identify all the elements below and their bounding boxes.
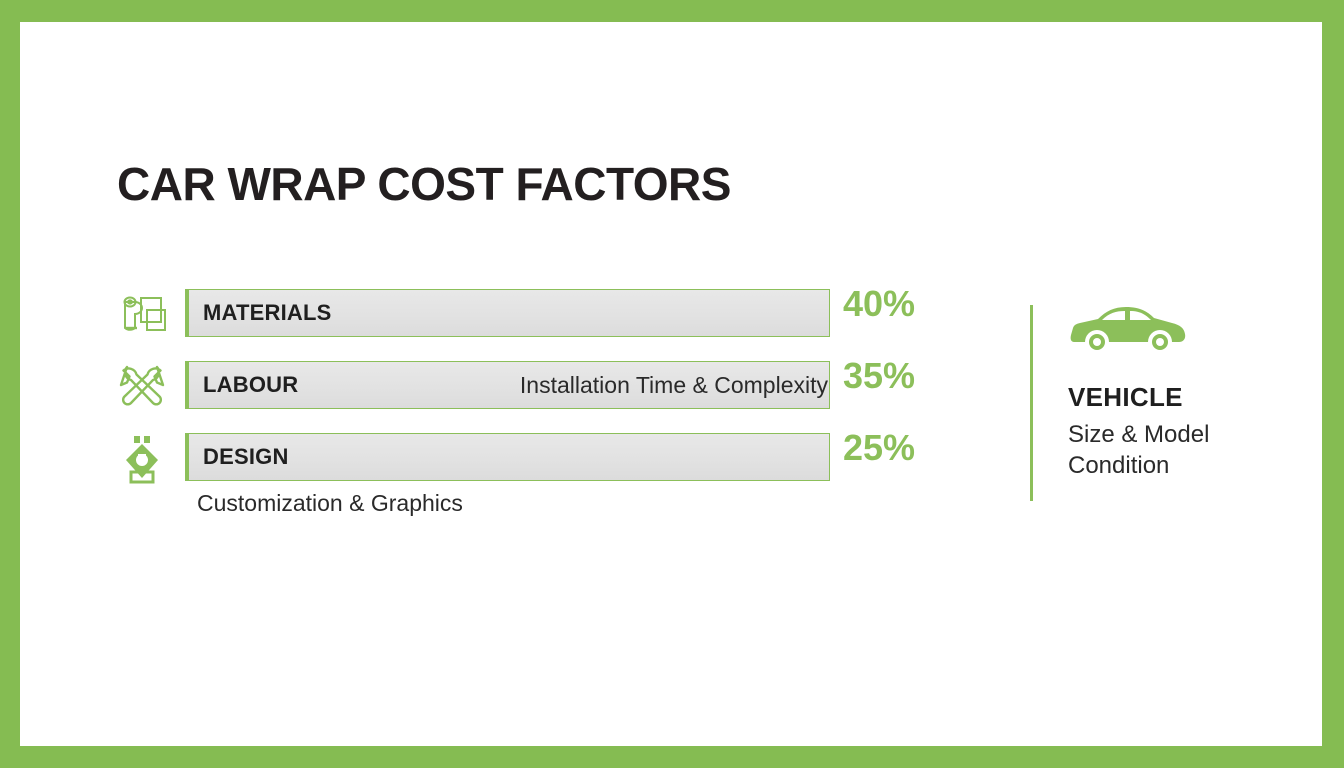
factor-percent-labour: 35% xyxy=(843,355,916,396)
factor-row-materials[interactable]: MATERIALS 40% xyxy=(98,280,918,352)
factor-bar-labour[interactable]: LABOUR Installation Time & Complexity xyxy=(185,361,830,409)
slide-canvas: CAR WRAP COST FACTORS xyxy=(20,22,1322,746)
cost-factor-list: MATERIALS 40% LABOUR Inst xyxy=(98,280,918,516)
vehicle-divider xyxy=(1030,305,1033,501)
factor-row-labour[interactable]: LABOUR Installation Time & Complexity 35… xyxy=(98,352,918,424)
factor-row-design[interactable]: DESIGN 25% Customization & Graphics xyxy=(98,424,918,516)
pen-nib-icon xyxy=(114,430,170,486)
factor-percent-materials: 40% xyxy=(843,283,916,324)
vehicle-callout: VEHICLE Size & Model Condition xyxy=(1030,280,1318,501)
car-icon xyxy=(1068,302,1188,358)
factor-label-labour: LABOUR xyxy=(203,372,299,397)
factor-percent-design: 25% xyxy=(843,427,916,468)
factor-bar-materials[interactable]: MATERIALS xyxy=(185,289,830,337)
factor-label-design: DESIGN xyxy=(203,444,289,469)
factor-label-materials: MATERIALS xyxy=(203,300,332,325)
page-title: CAR WRAP COST FACTORS xyxy=(117,158,731,210)
vehicle-caption-line1: Size & Model xyxy=(1068,421,1210,448)
wrench-screwdriver-icon xyxy=(114,358,170,414)
factor-inline-caption-labour: Installation Time & Complexity xyxy=(519,371,828,398)
factor-caption-design: Customization & Graphics xyxy=(197,490,463,516)
vehicle-caption-line2: Condition xyxy=(1068,451,1170,479)
vehicle-title: VEHICLE xyxy=(1068,382,1183,412)
factor-bar-design[interactable]: DESIGN xyxy=(185,433,830,481)
vinyl-roll-icon xyxy=(114,286,170,342)
